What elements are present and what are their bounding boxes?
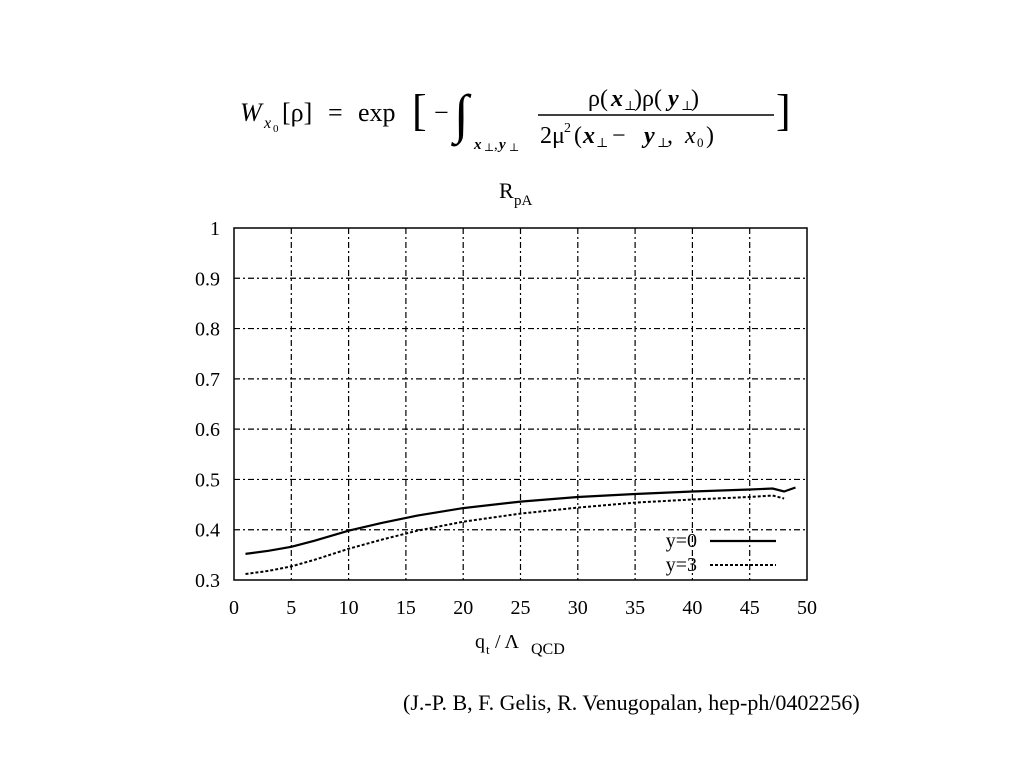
x-tick-label: 45 — [740, 597, 760, 619]
formula-W-sub-0: 0 — [273, 123, 279, 135]
plot-frame — [233, 227, 808, 581]
formula-den-sq: 2 — [564, 121, 571, 136]
formula-den-perp2: ⊥ — [657, 135, 669, 150]
series-line-y-3 — [245, 494, 785, 575]
x-axis-label-mid: / Λ — [490, 631, 519, 653]
formula-num-mid: )ρ( — [634, 86, 662, 112]
formula-int-sub-perp2: ⊥ — [509, 142, 519, 154]
x-tick-label: 0 — [229, 597, 239, 619]
formula-num-x: x — [610, 86, 623, 112]
y-tick-label: 0.4 — [195, 520, 220, 542]
formula-exp: exp — [358, 98, 396, 127]
x-tick-label: 25 — [511, 597, 531, 619]
legend-label: y=3 — [666, 554, 697, 576]
x-tick-label: 15 — [396, 597, 416, 619]
formula-den-perp1: ⊥ — [596, 135, 608, 150]
chart-title: R — [499, 178, 514, 203]
y-tick-label: 0.9 — [195, 268, 220, 290]
formula-den-open: ( — [574, 123, 582, 149]
formula-integral: ∫ — [451, 84, 472, 147]
x-tick-label: 10 — [339, 597, 359, 619]
formula-int-sub-perp1: ⊥ — [484, 142, 494, 154]
formula-num-perp2: ⊥ — [681, 98, 693, 113]
x-axis-label-sub-t: t — [486, 642, 490, 657]
legend-label: y=0 — [666, 530, 697, 552]
formula-minus: − — [434, 98, 449, 127]
x-tick-label: 50 — [797, 597, 817, 619]
x-tick-label: 5 — [286, 597, 296, 619]
formula-den-2mu: 2μ — [540, 123, 565, 149]
x-tick-label: 30 — [568, 597, 588, 619]
y-tick-label: 0.8 — [195, 319, 220, 341]
x-tick-label: 35 — [625, 597, 645, 619]
formula-int-sub-x: x — [473, 137, 482, 153]
formula-num-y: y — [665, 86, 679, 112]
formula-den-comma: , — [667, 123, 679, 149]
formula-right-bracket: ] — [776, 86, 791, 135]
x-axis-label-sub-qcd: QCD — [531, 641, 565, 658]
y-tick-label: 0.6 — [195, 419, 220, 441]
y-tick-label: 0.5 — [195, 469, 220, 491]
formula-int-sub-y: y — [497, 137, 506, 153]
formula-W-arg: [ρ] — [282, 98, 312, 127]
formula-equals: = — [328, 98, 343, 127]
formula-left-bracket: [ — [412, 86, 427, 135]
x-tick-label: 40 — [682, 597, 702, 619]
formula-int-sub-comma: , — [494, 137, 498, 153]
formula-den-x0: x — [684, 123, 696, 149]
formula-den-sub0: 0 — [697, 135, 704, 150]
formula-den-x: x — [582, 123, 595, 149]
x-tick-label: 20 — [453, 597, 473, 619]
formula-den-y: y — [641, 123, 655, 149]
formula-W: W — [240, 98, 264, 127]
formula-num-close: ) — [691, 86, 699, 112]
formula-W-sub-x: x — [263, 115, 271, 132]
y-tick-label: 1 — [210, 218, 220, 240]
x-axis-label: q — [475, 631, 485, 653]
chart-title-sub: pA — [514, 193, 533, 209]
y-tick-label: 0.3 — [195, 570, 220, 592]
series-line-y-0 — [245, 486, 796, 555]
formula: W x 0 [ρ] = exp [ − ∫ x ⊥ , y ⊥ ρ( x ⊥ )… — [240, 84, 791, 154]
citation: (J.-P. B, F. Gelis, R. Venugopalan, hep-… — [403, 690, 860, 715]
formula-den-minus: − — [606, 123, 632, 149]
y-tick-label: 0.7 — [195, 369, 220, 391]
formula-num-perp1: ⊥ — [624, 98, 636, 113]
formula-num-rho1: ρ( — [588, 86, 608, 112]
formula-den-close: ) — [706, 123, 714, 149]
